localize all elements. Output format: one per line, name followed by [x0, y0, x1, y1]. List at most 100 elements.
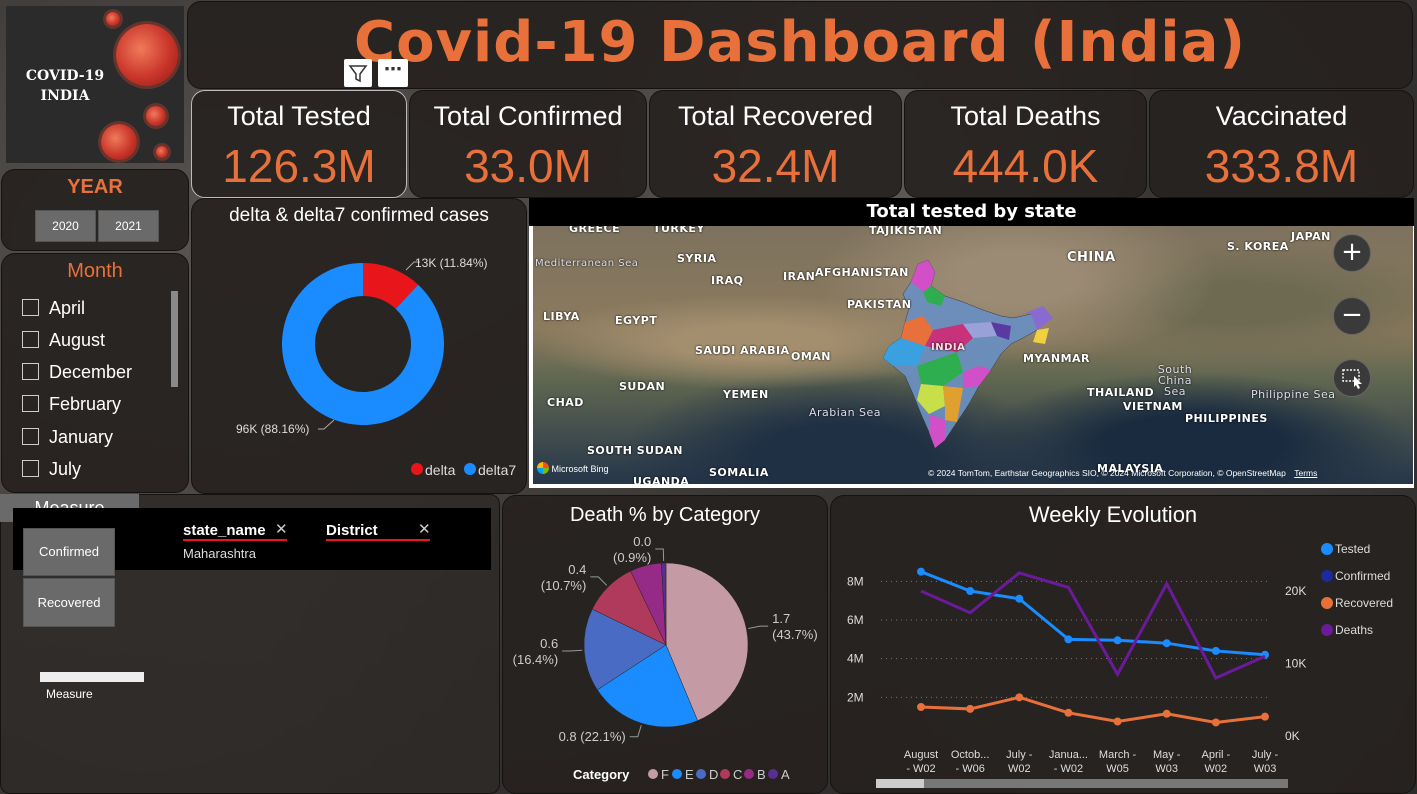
kpi-total-deaths[interactable]: Total Deaths 444.0K [904, 90, 1147, 198]
close-icon[interactable]: ✕ [418, 520, 431, 538]
series-line-recovered[interactable] [920, 695, 1266, 724]
pie-legend-label-C[interactable]: C [733, 767, 742, 782]
legend-label-delta7[interactable]: delta7 [478, 462, 516, 478]
x-tick-label: Janua... - W02 [1049, 749, 1088, 775]
kpi-label: Total Confirmed [433, 101, 623, 131]
map-label: PHILIPPINES [1185, 412, 1268, 425]
month-label: July [49, 459, 82, 479]
month-scrollbar[interactable] [171, 291, 178, 387]
series-line-deaths[interactable] [920, 571, 1266, 680]
kpi-value: 444.0K [952, 140, 1099, 192]
close-icon[interactable]: ✕ [275, 520, 288, 538]
pie-slice-D[interactable] [583, 608, 667, 691]
pie-slice-F[interactable] [665, 562, 749, 721]
kpi-value: 333.8M [1204, 140, 1359, 192]
series-line-tested[interactable] [920, 570, 1266, 657]
checkbox[interactable] [22, 395, 39, 412]
pie-legend-label-D[interactable]: D [709, 767, 718, 782]
legend-label-recovered[interactable]: Recovered [1335, 596, 1393, 610]
month-item-january[interactable]: January [22, 427, 113, 448]
logo-line1: COVID-19 [25, 68, 105, 84]
x-scrollbar-track[interactable] [876, 779, 1288, 788]
point-tested[interactable] [1015, 594, 1024, 603]
x-tick-label: July -W03 [1252, 749, 1279, 775]
map-label: SUDAN [619, 380, 666, 393]
month-item-july[interactable]: July [22, 459, 81, 480]
logo-line2: INDIA [40, 88, 90, 104]
kpi-total-recovered[interactable]: Total Recovered 32.4M [649, 90, 902, 198]
donut-slice-delta[interactable] [363, 263, 419, 309]
month-item-august[interactable]: August [22, 330, 105, 351]
legend-label-tested[interactable]: Tested [1335, 542, 1370, 556]
india-states-layer[interactable] [533, 226, 1413, 484]
point-recovered[interactable] [1261, 712, 1269, 721]
select-area-button[interactable] [1333, 359, 1371, 397]
year-2020-button[interactable]: 2020 [35, 210, 96, 242]
checkbox[interactable] [22, 363, 39, 380]
recovered-button[interactable]: Recovered [23, 578, 115, 627]
kpi-value: 32.4M [711, 140, 840, 192]
checkbox[interactable] [22, 460, 39, 477]
point-recovered[interactable] [1211, 718, 1220, 727]
legend-marker-delta [411, 463, 423, 475]
filter-icon[interactable] [344, 59, 372, 87]
legend-label-deaths[interactable]: Deaths [1335, 623, 1373, 637]
checkbox[interactable] [22, 428, 39, 445]
filter-field-label: District [326, 522, 378, 539]
month-label: April [49, 298, 86, 318]
month-item-december[interactable]: December [22, 362, 132, 383]
year-slicer: YEAR 2020 2021 [1, 169, 189, 251]
pie-legend-label-A[interactable]: A [781, 767, 790, 782]
zoom-in-button[interactable]: + [1333, 234, 1371, 272]
map-label: THAILAND [1087, 386, 1155, 399]
donut-slice-delta7[interactable] [282, 263, 444, 425]
weekly-line-chart: 2M 4M 6M 8M 0K 10K 20K August - W02 Octob... - W0… [847, 542, 1393, 788]
attribution-text: © 2024 TomTom, Earthstar Geographics SIO… [928, 468, 1286, 478]
checkbox[interactable] [22, 331, 39, 348]
point-recovered[interactable] [1015, 693, 1024, 702]
legend-label-confirmed[interactable]: Confirmed [1335, 569, 1390, 583]
month-item-february[interactable]: February [22, 394, 121, 415]
confirmed-button[interactable]: Confirmed [23, 528, 115, 576]
kpi-value: 33.0M [464, 140, 592, 192]
pie-legend-marker-E [672, 769, 682, 779]
pie-leader-C [590, 576, 608, 586]
map-label: MALAYSIA [1097, 462, 1164, 475]
pie-legend-marker-B [744, 769, 754, 779]
legend-label-delta[interactable]: delta [425, 462, 456, 478]
pie-legend-label-E[interactable]: E [685, 767, 694, 782]
month-label: January [49, 427, 114, 447]
pie-legend-label-F[interactable]: F [661, 767, 669, 782]
kpi-total-tested[interactable]: Total Tested 126.3M [191, 90, 407, 198]
pie-slice-A[interactable] [661, 562, 667, 646]
map-sea-label: Mediterranean Sea [535, 258, 639, 269]
point-recovered[interactable] [966, 704, 975, 713]
point-recovered[interactable] [1162, 709, 1171, 718]
point-recovered[interactable] [1113, 717, 1122, 726]
point-tested[interactable] [1064, 635, 1073, 644]
map-canvas[interactable]: GREECE TURKEY TAJIKISTAN CHINA S. KOREA … [533, 226, 1413, 484]
pie-legend-label-B[interactable]: B [757, 767, 766, 782]
map-attribution: © 2024 TomTom, Earthstar Geographics SIO… [928, 468, 1317, 478]
point-tested[interactable] [1113, 636, 1122, 645]
point-tested[interactable] [1211, 646, 1220, 655]
pie-slice-E[interactable] [596, 644, 698, 728]
x-scrollbar-thumb[interactable] [876, 779, 924, 788]
point-tested[interactable] [917, 567, 925, 576]
month-item-april[interactable]: April [22, 298, 85, 319]
filter-district[interactable]: District [326, 520, 430, 541]
kpi-total-confirmed[interactable]: Total Confirmed 33.0M [409, 90, 647, 198]
point-recovered[interactable] [1064, 708, 1073, 717]
point-tested[interactable] [966, 587, 975, 595]
terms-link[interactable]: Terms [1294, 468, 1318, 478]
measure-slider[interactable] [40, 672, 144, 682]
checkbox[interactable] [22, 299, 39, 316]
zoom-out-button[interactable]: − [1333, 297, 1371, 335]
kpi-vaccinated[interactable]: Vaccinated 333.8M [1149, 90, 1414, 198]
point-recovered[interactable] [917, 703, 925, 711]
filter-state-name[interactable]: state_name [183, 520, 287, 541]
donut-chart: 13K (11.84%) 96K (88.16%) delta delta7 [236, 256, 516, 478]
point-tested[interactable] [1162, 639, 1171, 648]
more-options-icon[interactable]: ⋯ [378, 59, 408, 87]
year-2021-button[interactable]: 2021 [98, 210, 159, 242]
